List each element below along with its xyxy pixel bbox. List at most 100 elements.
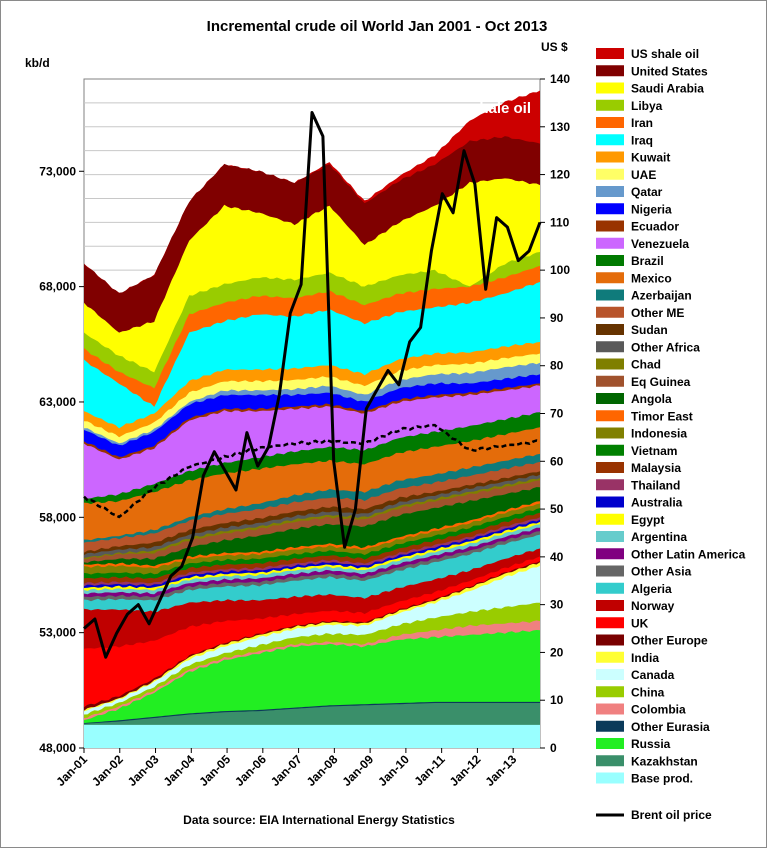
x-tick-label: Jan-03 [125, 752, 162, 789]
x-tick-label: Jan-11 [411, 752, 448, 789]
right-tick-label: 10 [550, 693, 564, 707]
legend-swatch [596, 289, 624, 301]
legend-swatch [596, 651, 624, 663]
legend-swatch [596, 255, 624, 266]
right-tick-label: 40 [550, 550, 564, 564]
overlay-lines [83, 111, 542, 659]
x-axis: Jan-01Jan-02Jan-03Jan-04Jan-05Jan-06Jan-… [53, 748, 520, 789]
right-tick-label: 70 [550, 407, 564, 421]
left-axis-unit: kb/d [25, 56, 50, 70]
legend-label: Kazakhstan [631, 754, 698, 768]
legend-swatch [596, 565, 624, 577]
legend-swatch [596, 772, 624, 784]
legend-swatch [596, 186, 624, 197]
right-tick-label: 110 [550, 215, 570, 229]
right-tick-label: 100 [550, 263, 570, 277]
legend-swatch [596, 82, 624, 94]
legend-label: Iran [631, 116, 653, 130]
legend-label: Norway [631, 599, 675, 613]
legend-swatch [596, 427, 624, 439]
legend-swatch [596, 462, 624, 473]
right-tick-label: 130 [550, 120, 570, 134]
legend-swatch [596, 479, 624, 491]
legend-label: UAE [631, 168, 656, 182]
legend-swatch [596, 220, 624, 232]
right-tick-label: 60 [550, 454, 564, 468]
legend-swatch [596, 134, 624, 146]
stacked-areas [84, 90, 540, 749]
legend-swatch [596, 720, 624, 732]
area-base-prod- [84, 724, 540, 748]
right-tick-label: 0 [550, 741, 557, 755]
legend-label: Russia [631, 737, 671, 751]
legend-label: Venezuela [631, 237, 689, 251]
right-tick-label: 120 [550, 168, 570, 182]
legend-label: Base prod. [631, 772, 693, 786]
x-tick-label: Jan-12 [447, 752, 484, 789]
legend-line-label: Brent oil price [631, 808, 712, 822]
right-tick-label: 90 [550, 311, 564, 325]
legend-label: United States [631, 64, 708, 78]
legend-swatch [596, 444, 624, 456]
legend-label: Saudi Arabia [631, 82, 704, 96]
legend-label: India [631, 651, 659, 665]
legend-swatch [596, 306, 624, 318]
legend-label: Malaysia [631, 461, 681, 475]
legend: US shale oil United States Saudi Arabia Lib… [596, 47, 746, 822]
legend-label: Sudan [631, 323, 668, 337]
brent-price-line [83, 111, 542, 659]
x-tick-label: Jan-08 [304, 752, 341, 789]
x-tick-label: Jan-04 [161, 752, 198, 789]
right-tick-label: 50 [550, 502, 564, 516]
legend-label: Nigeria [631, 202, 672, 216]
legend-swatch [596, 634, 624, 646]
legend-swatch [596, 600, 624, 611]
legend-swatch [596, 548, 624, 560]
legend-swatch [596, 358, 624, 370]
legend-label: Chad [631, 358, 661, 372]
legend-label: Eq Guinea [631, 375, 691, 389]
left-tick-label: 73,000 [39, 164, 76, 178]
left-axis: 48,000 53,000 58,000 63,000 68,000 73,000 [39, 164, 84, 755]
left-tick-label: 68,000 [39, 280, 76, 294]
right-tick-label: 20 [550, 645, 564, 659]
legend-swatch [596, 496, 624, 508]
right-tick-label: 140 [550, 72, 570, 86]
legend-label: Colombia [631, 703, 686, 717]
x-tick-label: Jan-05 [196, 752, 233, 789]
legend-swatch [596, 703, 624, 715]
legend-label: Qatar [631, 185, 663, 199]
legend-swatch [596, 117, 624, 128]
x-tick-label: Jan-09 [339, 752, 376, 789]
x-tick-label: Jan-07 [268, 752, 305, 789]
legend-swatch [596, 410, 624, 422]
legend-label: Other Latin America [631, 547, 746, 561]
right-axis: 0 10 20 30 40 50 60 70 80 90 100 110 120 130 140 [540, 72, 570, 755]
legend-label: Angola [631, 392, 672, 406]
legend-swatch [596, 324, 624, 335]
legend-swatch [596, 582, 624, 594]
legend-swatch [596, 99, 624, 111]
legend-label: Other Asia [631, 565, 692, 579]
x-tick-label: Jan-13 [483, 752, 520, 789]
legend-label: Ecuador [631, 220, 679, 234]
legend-label: Egypt [631, 513, 664, 527]
legend-swatch [596, 237, 624, 249]
legend-label: UK [631, 616, 649, 630]
right-axis-unit: US $ [541, 40, 568, 54]
legend-label: US shale oil [631, 47, 699, 61]
legend-label: China [631, 685, 665, 699]
legend-swatch [596, 738, 624, 749]
legend-label: Timor East [631, 409, 693, 423]
legend-swatch [596, 151, 624, 163]
legend-swatch [596, 48, 624, 59]
legend-swatch [596, 272, 624, 284]
legend-swatch [596, 393, 624, 404]
source-note: Data source: EIA International Energy St… [183, 813, 455, 827]
legend-label: Mexico [631, 271, 672, 285]
legend-label: Vietnam [631, 444, 677, 458]
legend-swatch [596, 755, 624, 767]
chart-title: Incremental crude oil World Jan 2001 - O… [207, 18, 548, 35]
